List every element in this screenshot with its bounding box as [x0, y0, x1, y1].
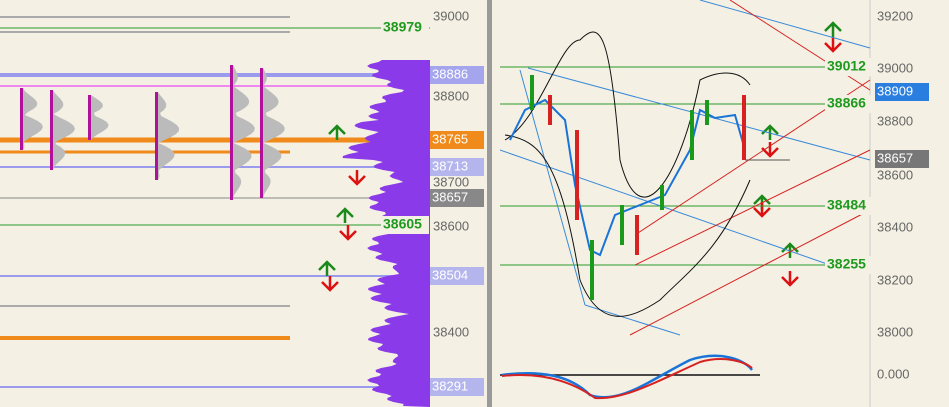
candle — [620, 205, 624, 245]
up-arrow — [336, 207, 354, 223]
candle — [590, 240, 594, 300]
axis-tick: 0.000 — [877, 366, 910, 381]
level-bg — [381, 19, 429, 37]
indicator — [501, 354, 754, 399]
price-badge-text: 38765 — [432, 131, 468, 146]
candle — [660, 185, 664, 210]
axis-tick: 38600 — [877, 167, 913, 182]
price-badge-text: 38886 — [432, 66, 468, 81]
down-arrow — [753, 202, 771, 218]
profile — [263, 68, 285, 198]
price-badge-text: 38291 — [432, 378, 468, 393]
axis-tick: 38800 — [433, 88, 469, 103]
down-arrow — [824, 37, 842, 53]
price-badge-text: 38909 — [877, 83, 913, 98]
line — [634, 149, 871, 266]
price-badge-text: 38713 — [432, 158, 468, 173]
level-bg — [825, 197, 873, 215]
labels: 39000 38800 38700 38600 38400 38886 38765 38713… — [381, 8, 929, 396]
profile — [233, 65, 255, 200]
candle — [575, 130, 579, 220]
profile-bar — [20, 88, 23, 150]
band — [504, 31, 751, 198]
axis-tick: 38000 — [877, 324, 913, 339]
level-label: 39012 — [827, 58, 866, 74]
axis-tick: 38800 — [877, 113, 913, 128]
price-badge — [430, 131, 484, 149]
line — [629, 209, 871, 336]
up-arrow — [824, 21, 842, 37]
price-badge — [875, 150, 929, 168]
price-badge — [430, 158, 484, 176]
down-arrow — [761, 142, 779, 158]
line — [699, 0, 871, 49]
profile-bar — [155, 92, 158, 180]
price-badge-text: 38657 — [432, 189, 468, 204]
price-badge — [430, 189, 484, 207]
candle — [530, 75, 534, 110]
profile — [91, 95, 109, 140]
level-label: 38979 — [383, 19, 422, 35]
profile-bar — [88, 95, 91, 140]
candle — [742, 95, 746, 160]
down-arrow — [348, 170, 366, 186]
axis-tick: 39200 — [877, 8, 913, 23]
up-arrow — [318, 260, 336, 276]
axis-tick: 38600 — [433, 218, 469, 233]
price-badge — [875, 83, 929, 101]
price-badge — [430, 66, 484, 84]
axis-tick: 38700 — [433, 174, 469, 189]
level-bg — [381, 216, 429, 234]
level-label: 38484 — [827, 197, 866, 213]
decorations — [0, 0, 871, 407]
profile — [53, 90, 75, 170]
level-label: 38866 — [827, 95, 866, 111]
axis-tick: 38400 — [877, 219, 913, 234]
down-arrow — [781, 271, 799, 287]
line — [499, 149, 831, 266]
volume-profile — [342, 60, 430, 407]
level-label: 38255 — [827, 256, 866, 272]
indicator — [501, 358, 753, 400]
candle — [548, 95, 552, 125]
price-badge — [430, 267, 484, 285]
profile — [158, 92, 180, 180]
candle — [635, 215, 639, 255]
candle — [690, 110, 694, 160]
axis-tick: 39000 — [877, 60, 913, 75]
price-badge-text: 38657 — [877, 150, 913, 165]
up-arrow — [328, 124, 346, 140]
profile-bar — [50, 90, 53, 170]
candle — [705, 100, 709, 125]
down-arrow — [339, 225, 357, 241]
profile-bar — [230, 65, 233, 200]
axis-tick: 38400 — [433, 324, 469, 339]
down-arrow — [321, 276, 339, 292]
level-bg — [825, 58, 873, 76]
axis-tick: 38200 — [877, 272, 913, 287]
level-label: 38605 — [383, 216, 422, 232]
price-badge — [430, 378, 484, 396]
profile — [23, 88, 43, 150]
band — [504, 134, 751, 317]
profile-bar — [260, 68, 263, 198]
axis-tick: 39000 — [433, 8, 469, 23]
price-badge-text: 38504 — [432, 267, 468, 282]
panel-divider — [487, 0, 492, 407]
level-bg — [825, 256, 873, 274]
level-bg — [825, 95, 873, 113]
